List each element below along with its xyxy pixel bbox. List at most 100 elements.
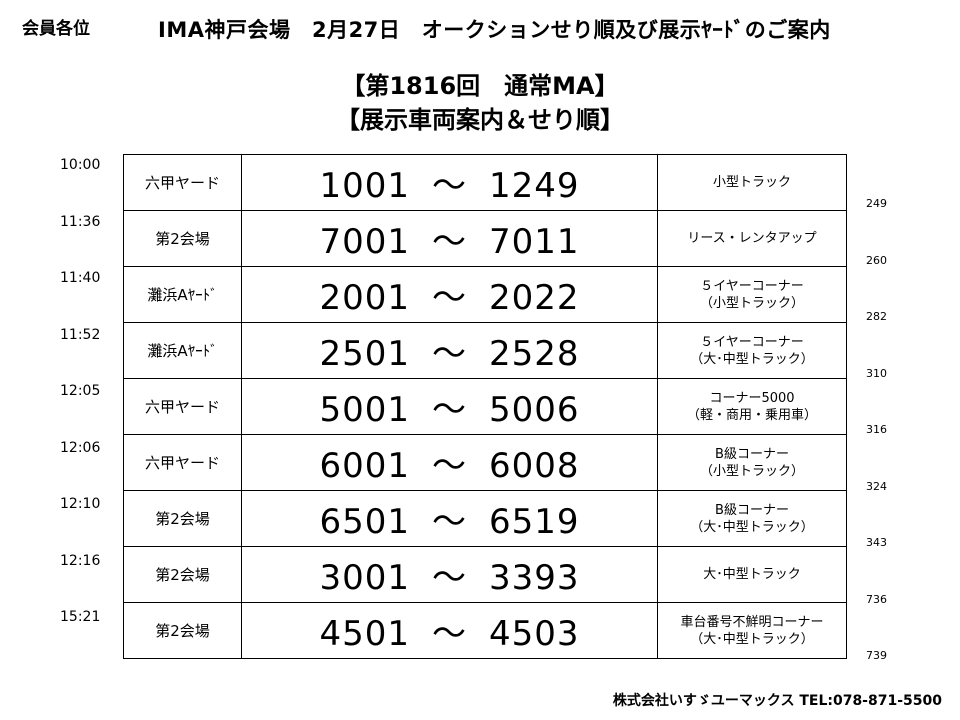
start-time: 12:10 <box>60 496 101 512</box>
table-row: 第2会場 3001 ～ 3393 大･中型トラック <box>123 546 847 603</box>
category-subline: （大･中型トラック） <box>690 631 814 647</box>
category-line: ５イヤーコーナー <box>700 278 804 294</box>
cumulative-count: 310 <box>866 366 887 380</box>
start-time: 10:00 <box>60 157 101 173</box>
venue-cell: 第2会場 <box>123 546 242 603</box>
lot-start: 5001 <box>319 390 410 430</box>
start-time: 15:21 <box>60 609 101 625</box>
table-row: 第2会場 6501 ～ 6519 B級コーナー （大･中型トラック） <box>123 490 847 547</box>
lot-start: 6001 <box>319 446 410 486</box>
auction-schedule-table: 六甲ヤード 1001 ～ 1249 小型トラック第2会場 7001 ～ 7011 リース・レンタ… <box>123 154 847 659</box>
venue-cell: 六甲ヤード <box>123 378 242 435</box>
start-time: 11:36 <box>60 213 101 230</box>
table-row: 灘浜Aﾔｰﾄﾞ 2501 ～ 2528 ５イヤーコーナー （大･中型トラック） <box>123 322 847 379</box>
subtitle: 【展示車両案内＆せり順】 <box>336 106 624 134</box>
cumulative-count: 324 <box>866 479 887 493</box>
lot-range-cell: 7001 ～ 7011 <box>241 210 658 267</box>
cumulative-count: 249 <box>866 197 887 210</box>
category-cell: コーナー5000 （軽・商用・乗用車） <box>657 378 847 435</box>
lot-range-cell: 6501 ～ 6519 <box>241 490 658 547</box>
lot-range-cell: 6001 ～ 6008 <box>241 434 658 491</box>
lot-range-cell: 5001 ～ 5006 <box>241 378 658 435</box>
category-subline: （大･中型トラック） <box>690 351 814 367</box>
venue-cell: 第2会場 <box>123 490 242 547</box>
category-cell: 車台番号不鮮明コーナー （大･中型トラック） <box>657 602 847 659</box>
cumulative-count: 282 <box>866 310 887 323</box>
cumulative-count: 736 <box>866 592 887 606</box>
cumulative-count: 316 <box>866 423 887 436</box>
lot-range-cell: 2001 ～ 2022 <box>241 266 658 323</box>
category-line: ５イヤーコーナー <box>700 334 804 350</box>
category-cell: 大･中型トラック <box>657 546 847 603</box>
lot-start: 4501 <box>319 614 410 654</box>
category-line: B級コーナー <box>715 502 789 518</box>
range-separator: ～ <box>432 334 467 374</box>
category-cell: ５イヤーコーナー （大･中型トラック） <box>657 322 847 379</box>
category-line: 小型トラック <box>712 175 791 190</box>
range-separator: ～ <box>432 446 467 486</box>
lot-end: 6519 <box>489 502 580 542</box>
table-row: 六甲ヤード 1001 ～ 1249 小型トラック <box>123 154 847 211</box>
start-time: 12:16 <box>60 552 101 569</box>
cumulative-count: 260 <box>866 253 887 267</box>
lot-end: 2528 <box>489 334 580 374</box>
category-cell: B級コーナー （小型トラック） <box>657 434 847 491</box>
lot-end: 2022 <box>489 278 580 318</box>
start-time: 12:05 <box>60 383 101 399</box>
lot-end: 6008 <box>489 446 580 486</box>
lot-end: 1249 <box>489 166 580 206</box>
category-cell: B級コーナー （大･中型トラック） <box>657 490 847 547</box>
table-row: 六甲ヤード 6001 ～ 6008 B級コーナー （小型トラック） <box>123 434 847 491</box>
start-time: 12:06 <box>60 439 101 456</box>
lot-range-cell: 1001 ～ 1249 <box>241 154 658 211</box>
lot-end: 3393 <box>489 558 580 598</box>
lot-start: 2501 <box>319 334 410 374</box>
category-line: リース・レンタアップ <box>687 231 817 246</box>
lot-end: 7011 <box>489 222 580 262</box>
page-title: IMA神戸会場 2月27日 オークションせり順及び展示ﾔｰﾄﾞのご案内 <box>158 18 831 42</box>
category-subline: （大･中型トラック） <box>690 519 814 535</box>
lot-start: 2001 <box>319 278 410 318</box>
venue-cell: 灘浜Aﾔｰﾄﾞ <box>123 322 242 379</box>
session-title: 【第1816回 通常MA】 <box>341 72 619 100</box>
range-separator: ～ <box>432 502 467 542</box>
category-cell: リース・レンタアップ <box>657 210 847 267</box>
category-line: B級コーナー <box>715 446 789 462</box>
category-subline: （小型トラック） <box>699 295 804 311</box>
venue-cell: 六甲ヤード <box>123 434 242 491</box>
range-separator: ～ <box>432 614 467 654</box>
category-line: 大･中型トラック <box>703 567 801 582</box>
lot-start: 1001 <box>319 166 410 206</box>
venue-cell: 六甲ヤード <box>123 154 242 211</box>
start-time: 11:52 <box>60 326 101 343</box>
category-line: コーナー5000 <box>709 390 795 406</box>
addressee-label: 会員各位 <box>22 19 90 39</box>
start-time: 11:40 <box>60 270 101 286</box>
venue-cell: 灘浜Aﾔｰﾄﾞ <box>123 266 242 323</box>
range-separator: ～ <box>432 558 467 598</box>
venue-cell: 第2会場 <box>123 602 242 659</box>
table-row: 第2会場 7001 ～ 7011 リース・レンタアップ <box>123 210 847 267</box>
range-separator: ～ <box>432 166 467 206</box>
lot-range-cell: 3001 ～ 3393 <box>241 546 658 603</box>
venue-cell: 第2会場 <box>123 210 242 267</box>
range-separator: ～ <box>432 278 467 318</box>
category-cell: ５イヤーコーナー （小型トラック） <box>657 266 847 323</box>
category-line: 車台番号不鮮明コーナー <box>680 614 824 630</box>
lot-end: 4503 <box>489 614 580 654</box>
table-row: 六甲ヤード 5001 ～ 5006 コーナー5000 （軽・商用・乗用車） <box>123 378 847 435</box>
table-row: 灘浜Aﾔｰﾄﾞ 2001 ～ 2022 ５イヤーコーナー （小型トラック） <box>123 266 847 323</box>
table-row: 第2会場 4501 ～ 4503 車台番号不鮮明コーナー （大･中型トラック） <box>123 602 847 659</box>
range-separator: ～ <box>432 222 467 262</box>
range-separator: ～ <box>432 390 467 430</box>
cumulative-count: 739 <box>866 649 887 662</box>
lot-end: 5006 <box>489 390 580 430</box>
category-subline: （小型トラック） <box>699 463 804 479</box>
lot-start: 6501 <box>319 502 410 542</box>
category-cell: 小型トラック <box>657 154 847 211</box>
lot-start: 7001 <box>319 222 410 262</box>
category-subline: （軽・商用・乗用車） <box>686 407 817 423</box>
lot-range-cell: 4501 ～ 4503 <box>241 602 658 659</box>
company-footer: 株式会社いすゞユーマックス TEL:078-871-5500 <box>612 693 942 709</box>
cumulative-count: 343 <box>866 536 887 549</box>
